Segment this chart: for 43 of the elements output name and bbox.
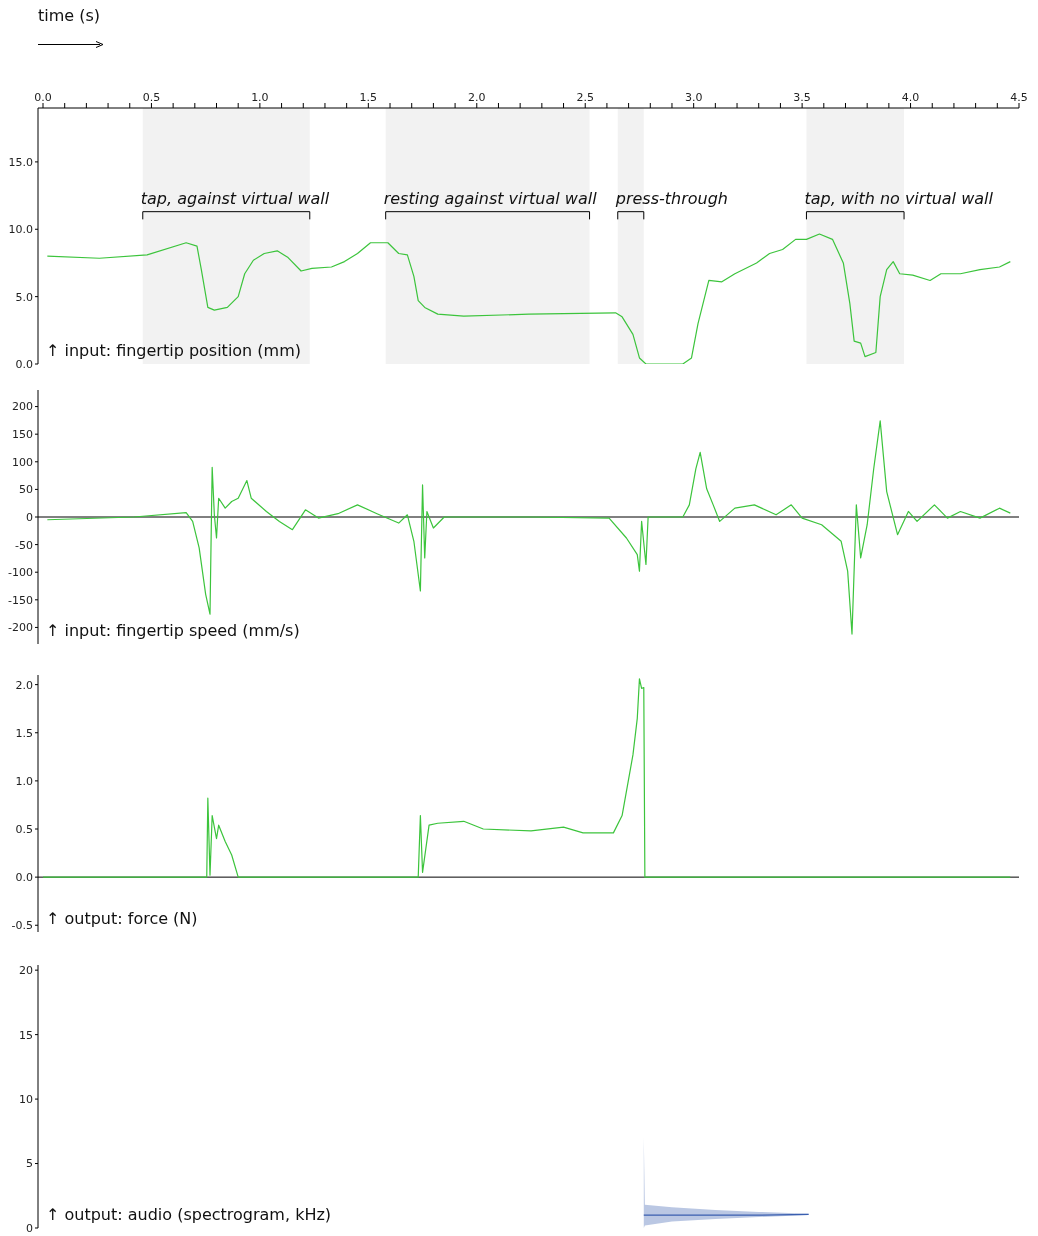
y-tick-label: 15.0 <box>8 155 33 169</box>
y-tick-label: 2.0 <box>15 678 33 692</box>
x-tick-label: 4.5 <box>1010 91 1028 104</box>
y-tick-label: 15 <box>19 1028 33 1042</box>
x-tick-label: 0.5 <box>142 91 161 104</box>
y-tick-label: 5.0 <box>15 290 33 304</box>
x-tick-label: 3.5 <box>793 91 811 104</box>
y-tick-label: 0.0 <box>15 871 33 885</box>
x-tick-label: 2.5 <box>576 91 594 104</box>
x-tick-label: 1.0 <box>251 91 269 104</box>
y-tick-label: 1.0 <box>15 774 33 788</box>
x-tick-label: 2.0 <box>468 91 486 104</box>
x-axis-title: time (s) <box>38 6 101 25</box>
y-tick-label: 100 <box>12 455 33 469</box>
y-tick-label: 50 <box>19 483 33 497</box>
y-tick-label: -0.5 <box>11 919 33 933</box>
y-tick-label: 0.5 <box>15 822 33 836</box>
y-tick-label: 0 <box>26 1221 33 1235</box>
y-tick-label: -100 <box>8 566 33 580</box>
y-axis-title: ↑ output: audio (spectrogram, kHz) <box>46 1205 332 1224</box>
y-axis-title: ↑ input: fingertip speed (mm/s) <box>46 621 300 640</box>
band-label: press-through <box>614 188 729 208</box>
x-tick-label: 3.0 <box>684 91 703 104</box>
band-label: resting against virtual wall <box>383 188 598 208</box>
x-tick-label: 4.0 <box>901 91 920 104</box>
y-tick-label: 20 <box>19 964 33 978</box>
y-tick-label: -200 <box>8 621 33 635</box>
y-tick-label: 150 <box>12 428 33 442</box>
y-tick-label: 0 <box>26 510 33 524</box>
y-tick-label: -150 <box>8 593 33 607</box>
y-axis-title: ↑ output: force (N) <box>46 909 198 928</box>
y-tick-label: 5 <box>26 1157 33 1171</box>
y-tick-label: -50 <box>15 538 33 552</box>
band-label: tap, with no virtual wall <box>804 188 994 208</box>
y-tick-label: 1.5 <box>15 726 33 740</box>
y-axis-title: ↑ input: fingertip position (mm) <box>46 341 301 360</box>
x-tick-label: 1.5 <box>359 91 378 104</box>
y-tick-label: 200 <box>12 400 33 414</box>
y-tick-label: 0.0 <box>15 357 33 371</box>
y-tick-label: 10.0 <box>8 223 33 237</box>
band-label: tap, against virtual wall <box>140 188 330 208</box>
y-tick-label: 10 <box>19 1092 33 1106</box>
x-tick-label: 0.0 <box>34 91 52 104</box>
